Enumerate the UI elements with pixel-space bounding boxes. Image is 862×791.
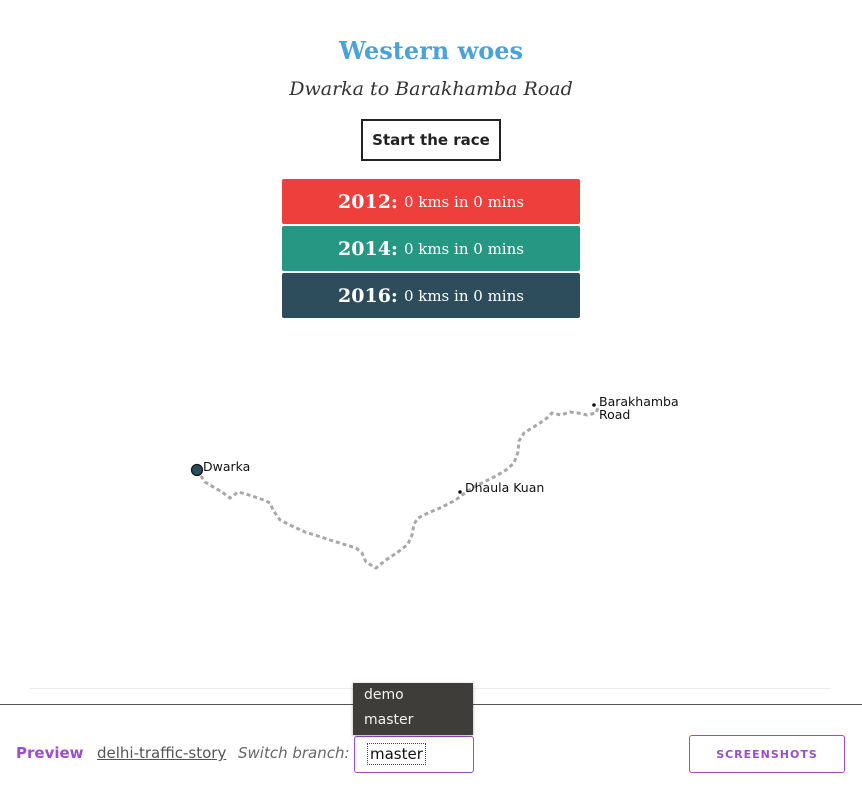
story-title: Western woes <box>338 36 524 65</box>
result-year: 2014: <box>338 237 398 260</box>
start-marker <box>190 463 204 477</box>
route-line <box>195 404 601 570</box>
mid-marker <box>458 490 462 494</box>
end-label-line1: Barakhamba <box>599 394 679 409</box>
result-year: 2012: <box>338 190 398 213</box>
branch-option-demo[interactable]: demo <box>364 687 404 703</box>
switch-branch-label: Switch branch: <box>238 744 350 762</box>
result-year: 2016: <box>338 284 398 307</box>
result-detail: 0 kms in 0 mins <box>403 239 524 258</box>
result-bar-2012: 2012: 0 kms in 0 mins <box>282 179 580 224</box>
mid-label: Dhaula Kuan <box>465 480 544 495</box>
result-bar-2016: 2016: 0 kms in 0 mins <box>282 273 580 318</box>
branch-option-master[interactable]: master <box>364 712 414 728</box>
start-race-button[interactable]: Start the race <box>361 119 501 161</box>
result-detail: 0 kms in 0 mins <box>403 192 524 211</box>
end-marker <box>592 403 596 407</box>
branch-select[interactable]: master <box>354 736 474 773</box>
start-label: Dwarka <box>203 459 250 474</box>
route-map: Dwarka Dhaula Kuan Barakhamba Road <box>190 394 679 570</box>
branch-dropdown: demo master <box>353 683 473 735</box>
screenshots-button[interactable]: SCREENSHOTS <box>689 735 845 773</box>
end-label-line2: Road <box>599 407 630 422</box>
result-bar-2014: 2014: 0 kms in 0 mins <box>282 226 580 271</box>
result-detail: 0 kms in 0 mins <box>403 286 524 305</box>
preview-label: Preview <box>16 744 84 762</box>
repo-link[interactable]: delhi-traffic-story <box>97 744 227 762</box>
story-subtitle: Dwarka to Barakhamba Road <box>289 78 573 100</box>
branch-select-value: master <box>367 743 426 765</box>
